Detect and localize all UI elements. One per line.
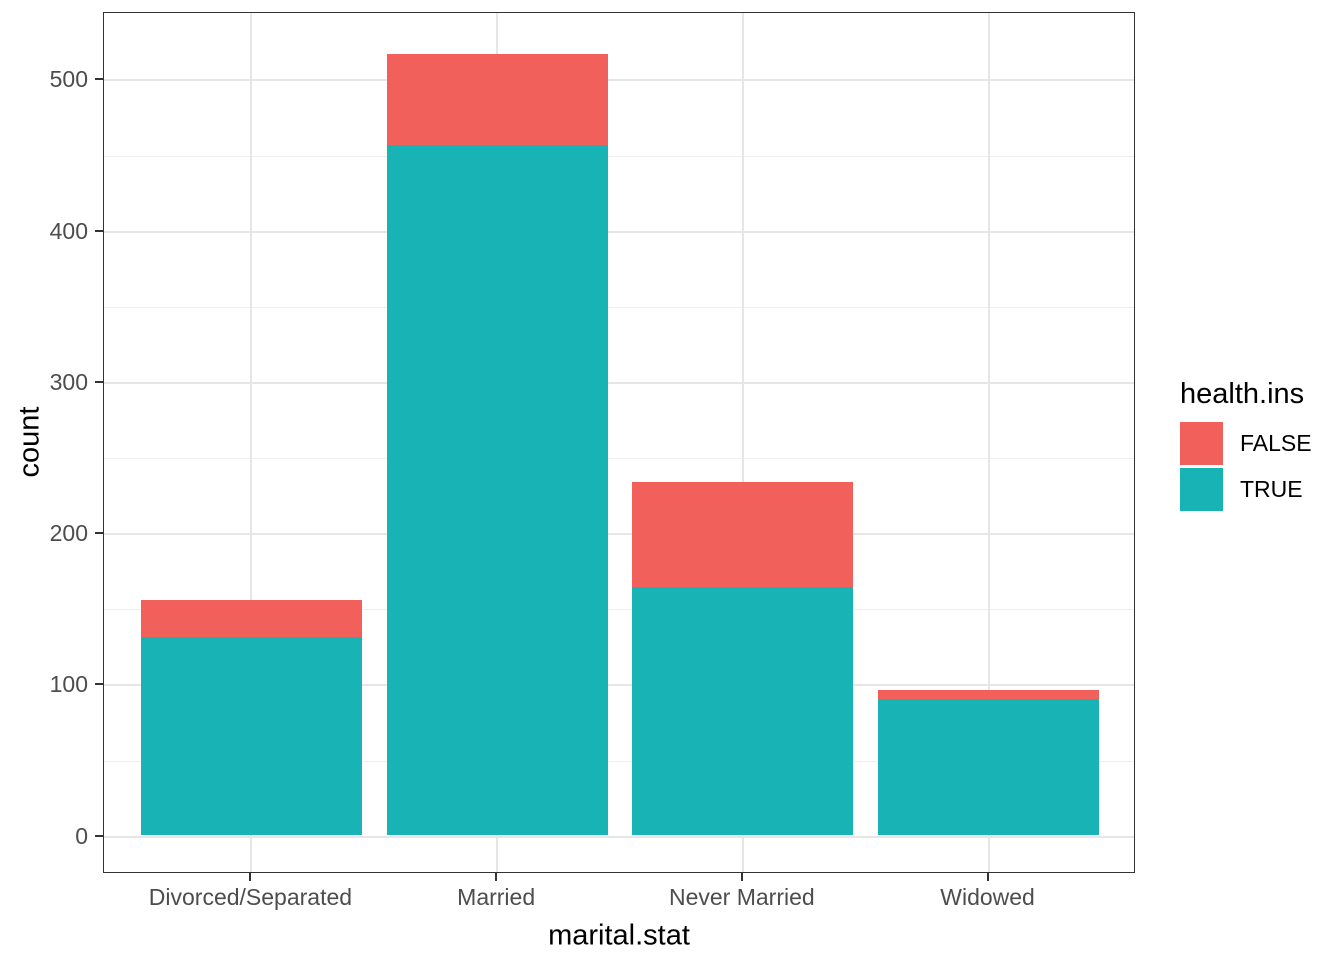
legend-key-true: TRUE bbox=[1180, 468, 1312, 511]
gridline-vertical bbox=[250, 13, 253, 872]
y-tick-label: 0 bbox=[75, 822, 88, 849]
gridline-major bbox=[104, 381, 1134, 384]
bar-segment-true bbox=[632, 586, 854, 835]
x-tick-label: Married bbox=[457, 884, 536, 910]
gridline-major bbox=[104, 79, 1134, 82]
x-tick-mark bbox=[986, 873, 989, 881]
gridline-minor bbox=[104, 155, 1134, 157]
x-tick-label: Never Married bbox=[668, 884, 815, 910]
x-tick-label: Widowed bbox=[940, 884, 1035, 910]
bar-never-married bbox=[632, 482, 854, 835]
bar-segment-false bbox=[878, 689, 1100, 699]
y-tick-label: 100 bbox=[49, 671, 88, 698]
gridline-major bbox=[104, 835, 1134, 838]
y-tick-label: 400 bbox=[49, 217, 88, 244]
x-tick-mark bbox=[495, 873, 498, 881]
legend-swatch-true bbox=[1180, 468, 1223, 511]
y-axis-title: count bbox=[13, 406, 46, 478]
x-axis-title: marital.stat bbox=[548, 919, 690, 952]
legend-swatch-false bbox=[1180, 422, 1223, 465]
y-tick-label: 500 bbox=[49, 66, 88, 93]
x-tick-label: Divorced/Separated bbox=[148, 884, 353, 910]
gridline-major bbox=[104, 533, 1134, 536]
bar-widowed bbox=[878, 689, 1100, 835]
bar-segment-true bbox=[878, 698, 1100, 835]
gridline-vertical bbox=[741, 13, 744, 872]
gridline-minor bbox=[104, 760, 1134, 762]
x-tick-mark bbox=[740, 873, 743, 881]
y-tick-mark bbox=[95, 834, 103, 837]
gridline-major bbox=[104, 684, 1134, 687]
bar-segment-true bbox=[140, 636, 362, 835]
bar-married bbox=[386, 54, 608, 835]
bar-segment-false bbox=[140, 600, 362, 637]
gridline-major bbox=[104, 230, 1134, 233]
y-tick-mark bbox=[95, 380, 103, 383]
y-tick-label: 300 bbox=[49, 368, 88, 395]
legend-title: health.ins bbox=[1180, 378, 1305, 410]
legend-label: FALSE bbox=[1240, 430, 1312, 456]
gridline-minor bbox=[104, 306, 1134, 308]
y-tick-mark bbox=[95, 683, 103, 686]
legend-label: TRUE bbox=[1240, 476, 1303, 502]
gridline-minor bbox=[104, 609, 1134, 611]
y-tick-mark bbox=[95, 229, 103, 232]
x-tick-mark bbox=[249, 873, 252, 881]
bar-segment-false bbox=[632, 482, 854, 587]
bar-segment-true bbox=[386, 144, 608, 835]
bar-segment-false bbox=[386, 54, 608, 145]
y-tick-label: 200 bbox=[49, 520, 88, 547]
legend-keys: FALSE TRUE bbox=[1180, 422, 1312, 511]
gridline-vertical bbox=[987, 13, 990, 872]
legend: health.ins FALSE TRUE bbox=[1180, 377, 1312, 514]
plot-panel bbox=[103, 12, 1135, 873]
gridline-minor bbox=[104, 458, 1134, 460]
y-tick-mark bbox=[95, 532, 103, 535]
legend-key-false: FALSE bbox=[1180, 422, 1312, 465]
y-tick-mark bbox=[95, 78, 103, 81]
bar-divorced-separated bbox=[140, 600, 362, 835]
